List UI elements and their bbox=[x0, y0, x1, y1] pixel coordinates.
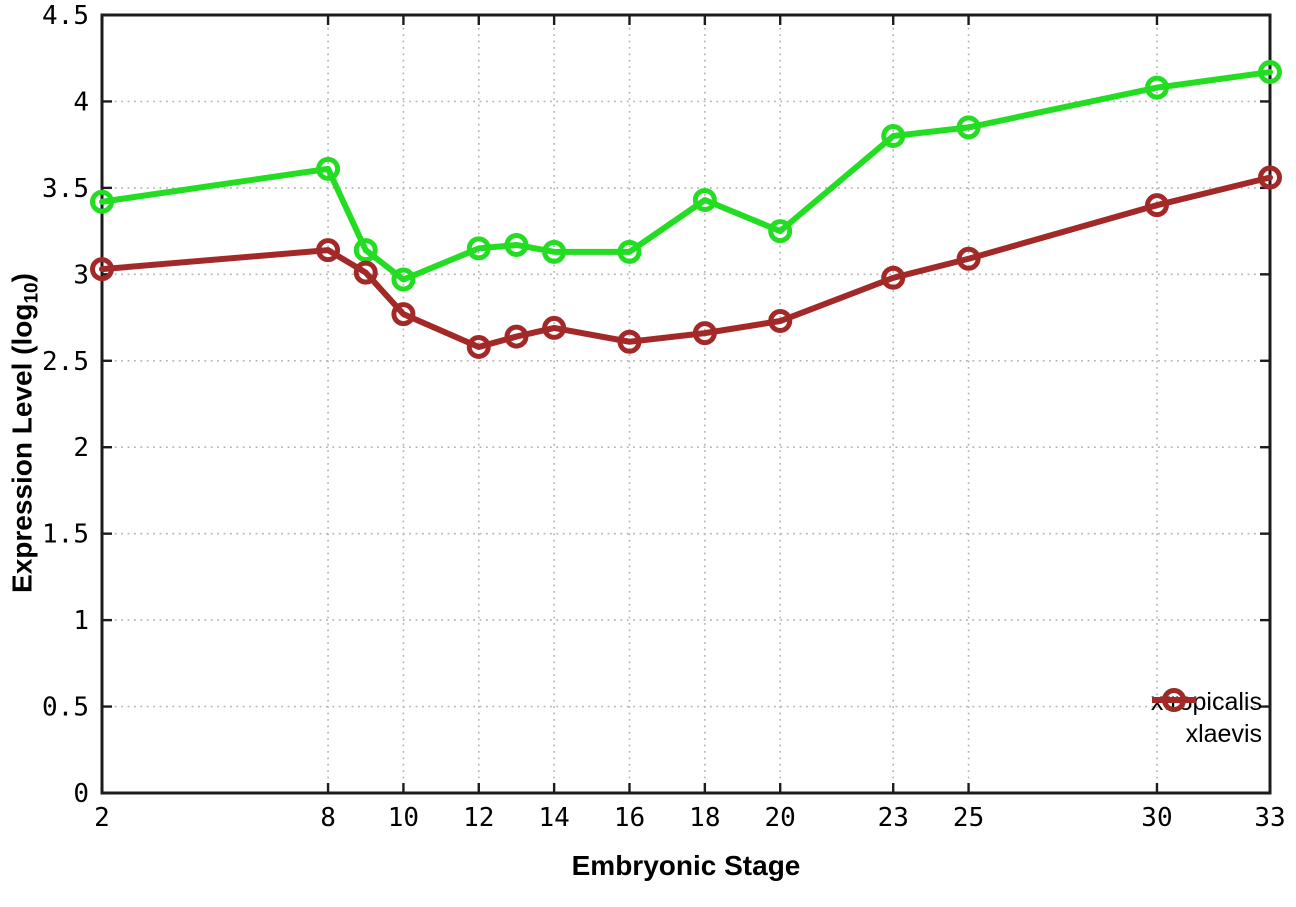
data-point-xlaevis bbox=[1144, 193, 1169, 218]
data-point-xtropicalis bbox=[90, 189, 114, 214]
x-tick-label: 30 bbox=[1141, 803, 1172, 833]
x-tick-label: 25 bbox=[953, 803, 984, 833]
data-point-xlaevis bbox=[881, 265, 906, 290]
data-point-xtropicalis bbox=[692, 187, 717, 212]
data-point-xlaevis bbox=[617, 329, 642, 354]
data-point-xtropicalis bbox=[466, 236, 491, 261]
legend: xtropicalis xlaevis bbox=[1151, 686, 1262, 750]
x-tick-label: 12 bbox=[463, 803, 494, 833]
data-point-xlaevis bbox=[956, 246, 981, 271]
y-tick-label: 3 bbox=[73, 260, 89, 290]
x-tick-label: 2 bbox=[94, 803, 110, 833]
data-point-xtropicalis bbox=[881, 124, 906, 149]
data-point-xlaevis bbox=[353, 260, 378, 285]
y-tick-label: 2 bbox=[73, 433, 89, 463]
y-tick-label: 3.5 bbox=[42, 174, 89, 204]
data-point-xtropicalis bbox=[542, 239, 567, 264]
legend-label: xlaevis bbox=[1185, 719, 1262, 748]
data-point-xtropicalis bbox=[316, 156, 341, 181]
legend-marker-xlaevis bbox=[1151, 688, 1196, 712]
x-axis-title: Embryonic Stage bbox=[571, 850, 801, 881]
y-axis-title-subscript: 10 bbox=[21, 282, 43, 304]
data-point-xlaevis bbox=[90, 257, 114, 282]
data-point-xtropicalis bbox=[956, 115, 981, 140]
data-point-xtropicalis bbox=[391, 267, 416, 292]
data-point-xlaevis bbox=[542, 315, 567, 340]
x-tick-label: 10 bbox=[388, 803, 419, 833]
data-point-xlaevis bbox=[466, 334, 491, 359]
y-axis-title-close: ) bbox=[6, 273, 38, 283]
x-tick-label: 23 bbox=[878, 803, 909, 833]
legend-sample-circle bbox=[1161, 688, 1186, 712]
x-tick-label: 14 bbox=[538, 803, 569, 833]
y-tick-label: 4.5 bbox=[42, 1, 89, 31]
plot-border bbox=[100, 13, 1272, 795]
legend-item-xlaevis: xlaevis bbox=[1151, 688, 1262, 750]
y-tick-label: 0 bbox=[73, 779, 89, 809]
y-tick-label: 2.5 bbox=[42, 347, 89, 377]
x-tick-label: 20 bbox=[765, 803, 796, 833]
y-tick-label: 1 bbox=[73, 606, 89, 636]
y-tick-label: 0.5 bbox=[42, 693, 89, 723]
x-tick-label: 18 bbox=[689, 803, 720, 833]
series-line-xtropicalis bbox=[99, 69, 1273, 283]
y-tick-label: 4 bbox=[73, 87, 89, 117]
data-point-xtropicalis bbox=[617, 239, 642, 264]
data-point-xlaevis bbox=[1258, 165, 1282, 190]
data-point-xtropicalis bbox=[768, 219, 793, 244]
data-point-xtropicalis bbox=[1144, 75, 1169, 100]
x-tick-label: 33 bbox=[1254, 803, 1285, 833]
y-axis-title-text: Expression Level (log bbox=[6, 303, 38, 593]
data-point-xtropicalis bbox=[353, 238, 378, 263]
y-axis-title: Expression Level (log10) bbox=[7, 273, 44, 593]
data-point-xtropicalis bbox=[504, 232, 529, 257]
data-point-xlaevis bbox=[391, 302, 416, 327]
y-tick-label: 1.5 bbox=[42, 520, 89, 550]
series-line-xlaevis bbox=[99, 174, 1273, 350]
data-point-xlaevis bbox=[504, 324, 529, 349]
data-point-xlaevis bbox=[316, 238, 341, 263]
data-point-xlaevis bbox=[768, 309, 793, 334]
data-point-xtropicalis bbox=[1258, 60, 1282, 85]
x-tick-label: 8 bbox=[320, 803, 336, 833]
x-tick-label: 16 bbox=[614, 803, 645, 833]
data-point-xlaevis bbox=[692, 321, 717, 346]
